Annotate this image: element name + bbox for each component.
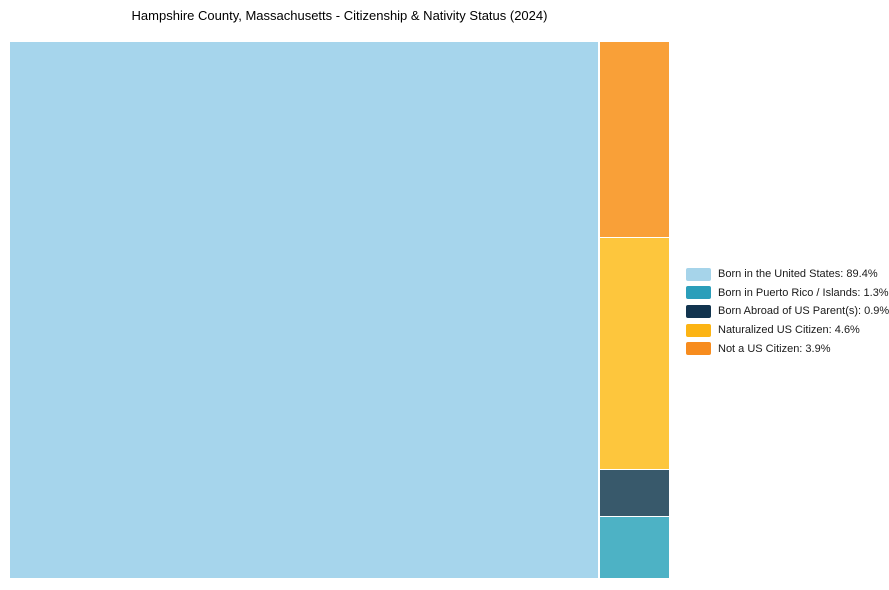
treemap-tile-born-in-puerto-rico-islands	[599, 516, 669, 578]
legend-item-born-abroad-of-us-parents: Born Abroad of US Parent(s): 0.9%	[686, 302, 889, 321]
legend-label: Born Abroad of US Parent(s): 0.9%	[718, 305, 889, 318]
legend-item-born-in-puerto-rico-islands: Born in Puerto Rico / Islands: 1.3%	[686, 284, 889, 303]
legend-label: Not a US Citizen: 3.9%	[718, 342, 831, 355]
legend-swatch-not-a-us-citizen	[686, 342, 711, 356]
treemap-tile-born-abroad-of-us-parents	[599, 469, 669, 516]
legend-label: Born in Puerto Rico / Islands: 1.3%	[718, 286, 889, 299]
legend-label: Naturalized US Citizen: 4.6%	[718, 324, 860, 337]
treemap-tile-born-in-united-states	[10, 42, 598, 578]
legend-swatch-born-abroad-of-us-parents	[686, 304, 711, 318]
legend-label: Born in the United States: 89.4%	[718, 268, 878, 281]
legend-swatch-born-in-puerto-rico-islands	[686, 286, 711, 300]
treemap-tile-naturalized-us-citizen	[599, 237, 669, 469]
legend-swatch-born-in-united-states	[686, 267, 711, 281]
legend-swatch-naturalized-us-citizen	[686, 323, 711, 337]
treemap-tile-not-a-us-citizen	[599, 42, 669, 237]
chart-title: Hampshire County, Massachusetts - Citize…	[131, 8, 548, 23]
legend: Born in the United States: 89.4% Born in…	[686, 265, 889, 358]
legend-item-naturalized-us-citizen: Naturalized US Citizen: 4.6%	[686, 321, 889, 340]
treemap-plot	[10, 42, 669, 578]
legend-item-not-a-us-citizen: Not a US Citizen: 3.9%	[686, 339, 889, 358]
legend-item-born-in-united-states: Born in the United States: 89.4%	[686, 265, 889, 284]
